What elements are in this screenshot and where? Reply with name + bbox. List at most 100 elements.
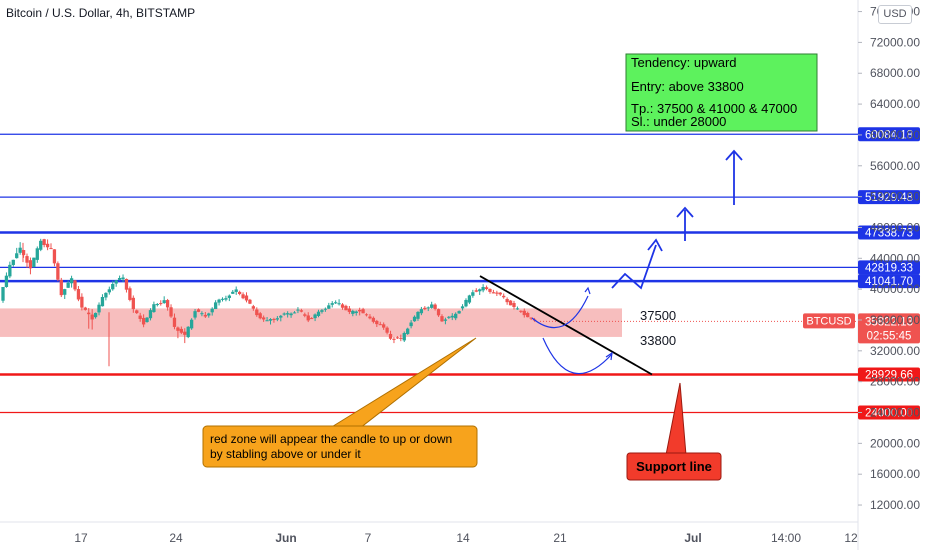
- candle-body: [447, 316, 451, 318]
- candle-body: [8, 264, 12, 277]
- candle-body: [375, 320, 379, 325]
- candle-body: [471, 292, 475, 296]
- price-axis: 76000.0072000.0068000.0064000.0060000.00…: [858, 5, 920, 512]
- info-box: [625, 53, 818, 132]
- candle-body: [203, 314, 207, 317]
- candle-body: [478, 289, 482, 292]
- x-tick-label: 17: [74, 531, 88, 545]
- candle-body: [200, 313, 204, 315]
- level-tag: [858, 405, 920, 420]
- x-tick-label: 7: [365, 531, 372, 545]
- level-tag-label: 28929.66: [865, 370, 913, 382]
- candle-body: [97, 304, 101, 313]
- candle-body: [320, 310, 324, 312]
- candle-body: [409, 322, 413, 327]
- candle-body: [49, 248, 53, 250]
- candle-body: [279, 315, 283, 318]
- y-tick-label: 36000.00: [870, 313, 920, 327]
- candle-body: [502, 295, 506, 298]
- level-tag-label: 41041.70: [865, 276, 913, 288]
- candle-body: [457, 311, 461, 314]
- candle-body: [83, 307, 87, 310]
- price-tag-countdown: 02:55:45: [867, 330, 912, 342]
- y-tick-label: 60000.00: [870, 128, 920, 142]
- candle-body: [464, 299, 468, 307]
- candle-body: [148, 310, 153, 319]
- currency-button[interactable]: USD: [878, 5, 912, 24]
- candle-body: [306, 315, 310, 321]
- candle-body: [450, 315, 454, 318]
- candle-body: [66, 282, 70, 288]
- y-tick-label: 16000.00: [870, 467, 920, 481]
- candle-body: [224, 298, 228, 300]
- candle-body: [165, 300, 170, 308]
- level-tag-label: 51929.48: [865, 192, 913, 204]
- candle-body: [426, 307, 430, 309]
- candle-body: [508, 300, 513, 306]
- candle-body: [406, 328, 410, 334]
- candle-body: [237, 291, 242, 294]
- price-tag-value: 35822.13: [865, 316, 913, 328]
- candle-body: [107, 289, 111, 293]
- candle-body: [231, 291, 235, 294]
- candle-body: [45, 243, 50, 248]
- chart-grid: [0, 0, 859, 550]
- candle-body: [244, 295, 249, 301]
- candle-body: [519, 310, 523, 312]
- symbol-tag: [803, 313, 855, 329]
- candle-body: [196, 309, 201, 312]
- candle-body: [395, 337, 400, 339]
- zone-label-lower: 33800: [640, 333, 676, 348]
- candle-body: [35, 248, 39, 260]
- candle-body: [114, 280, 118, 284]
- candle-body: [313, 314, 317, 319]
- arrowhead: [647, 238, 663, 252]
- candle-body: [135, 310, 139, 314]
- candle-body: [4, 275, 9, 287]
- candle-body: [1, 286, 5, 301]
- candle-body: [512, 303, 516, 307]
- candle-body: [93, 312, 98, 318]
- candle-body: [39, 240, 43, 250]
- y-tick-label: 48000.00: [870, 220, 920, 234]
- candle-body: [117, 278, 122, 280]
- info-box-line: Tendency: upward: [631, 55, 737, 70]
- candle-body: [183, 331, 187, 335]
- y-tick-label: 44000.00: [870, 251, 920, 265]
- candle-body: [176, 327, 180, 331]
- arrowhead: [725, 149, 743, 161]
- candle-body: [303, 314, 307, 316]
- candle-body: [179, 328, 183, 333]
- level-tag-label: 42819.33: [865, 262, 913, 274]
- candle-body: [32, 257, 36, 268]
- blue-curve-arrowhead: [605, 351, 613, 361]
- candle-body: [292, 312, 297, 314]
- candle-body: [474, 290, 478, 292]
- candle-body: [285, 313, 290, 315]
- candle-body: [382, 324, 386, 328]
- x-tick-label: 14: [456, 531, 470, 545]
- candle-body: [392, 338, 396, 340]
- candle-body: [138, 315, 142, 319]
- candle-body: [433, 304, 437, 309]
- level-tag: [858, 260, 920, 275]
- y-tick-label: 52000.00: [870, 190, 920, 204]
- y-tick-label: 72000.00: [870, 35, 920, 49]
- candle-body: [155, 304, 159, 306]
- candle-body: [159, 303, 163, 305]
- candle-body: [327, 305, 331, 309]
- candle-body: [124, 278, 129, 290]
- candle-body: [15, 253, 19, 259]
- candle-body: [358, 309, 362, 312]
- candle-body: [430, 304, 434, 308]
- candle-body: [59, 279, 63, 296]
- callout-box: [202, 425, 478, 468]
- candle-body: [268, 319, 273, 321]
- candle-body: [87, 312, 91, 315]
- y-tick-label: 28000.00: [870, 375, 920, 389]
- candle-body: [234, 289, 238, 292]
- support-callout-pointer: [665, 382, 687, 456]
- drawings: [479, 149, 743, 376]
- candles: [1, 238, 537, 367]
